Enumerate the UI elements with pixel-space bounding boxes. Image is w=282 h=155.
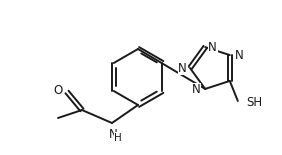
Text: O: O: [54, 84, 63, 97]
Text: N: N: [178, 62, 187, 75]
Text: N: N: [208, 41, 217, 54]
Text: N: N: [109, 128, 117, 141]
Text: SH: SH: [246, 96, 262, 109]
Text: H: H: [114, 133, 122, 143]
Text: N: N: [235, 49, 244, 62]
Text: N: N: [191, 83, 200, 96]
